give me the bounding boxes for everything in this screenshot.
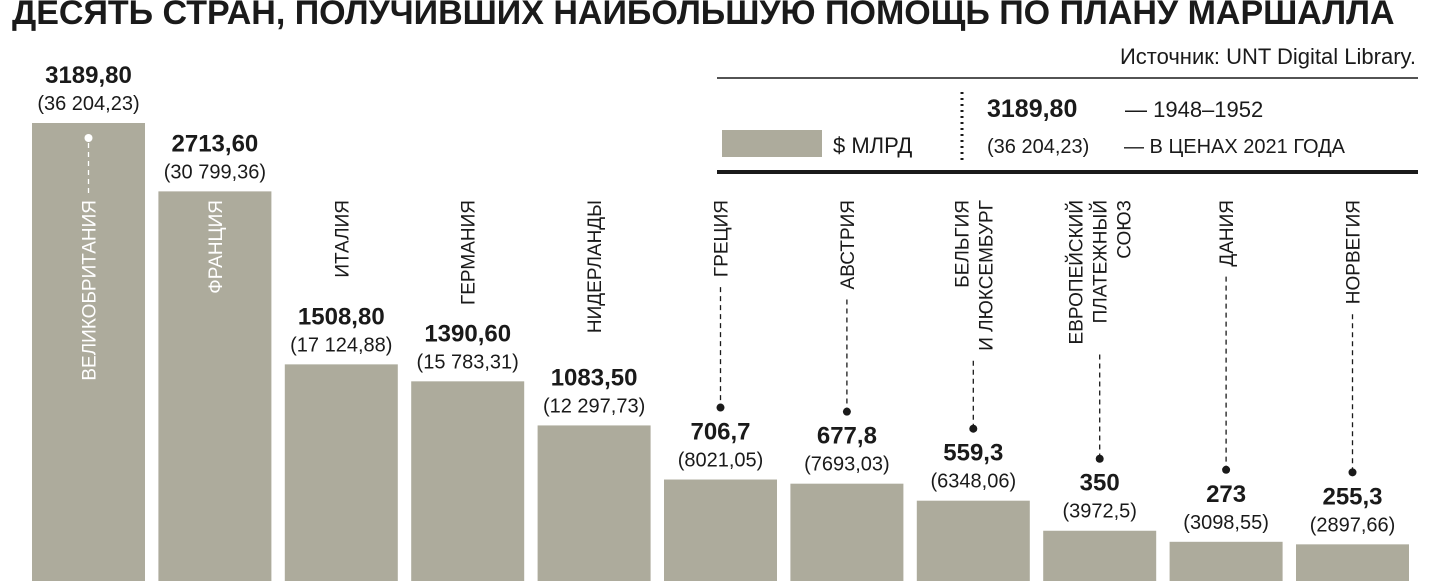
- value-label-2021: (15 783,31): [417, 351, 519, 373]
- category-label: БЕЛЬГИЯ И ЛЮКСЕМБУРГ: [952, 200, 997, 351]
- value-label-2021: (3972,5): [1062, 501, 1137, 523]
- value-label: 1508,80: [298, 303, 385, 330]
- legend-example-value: 3189,80: [987, 95, 1077, 123]
- value-label: 706,7: [690, 419, 750, 446]
- leader-dot: [716, 403, 725, 412]
- value-label: 2713,60: [172, 130, 259, 157]
- category-label: ГРЕЦИЯ: [712, 200, 733, 277]
- value-label: 1083,50: [551, 364, 638, 391]
- value-label-2021: (12 297,73): [543, 395, 645, 417]
- leader-dot: [1095, 454, 1104, 463]
- bar: [790, 483, 904, 581]
- value-label: 255,3: [1322, 483, 1382, 510]
- value-label-2021: (3098,55): [1183, 512, 1269, 534]
- source: Источник: UNT Digital Library.: [1120, 44, 1416, 69]
- leader-dot: [842, 407, 851, 416]
- category-label: НОРВЕГИЯ: [1344, 200, 1365, 304]
- bar: [411, 381, 525, 581]
- value-label: 273: [1206, 481, 1246, 508]
- legend-swatch: [722, 130, 822, 157]
- value-label-2021: (17 124,88): [290, 334, 392, 356]
- value-label: 1390,60: [424, 320, 511, 347]
- category-label: ВЕЛИКОБРИТАНИЯ: [80, 200, 101, 381]
- value-label-2021: (6348,06): [930, 471, 1016, 493]
- bar: [1169, 541, 1283, 581]
- category-label: ДАНИЯ: [1217, 200, 1238, 267]
- category-label: ИТАЛИЯ: [332, 200, 353, 278]
- bar: [158, 191, 272, 581]
- bar: [664, 479, 777, 581]
- bar: [284, 364, 398, 581]
- category-label: ЕВРОПЕЙСКИЙ ПЛАТЕЖНЫЙ СОЮЗ: [1066, 200, 1136, 344]
- value-label-2021: (8021,05): [678, 450, 764, 472]
- value-label-2021: (36 204,23): [37, 93, 139, 115]
- value-label: 677,8: [817, 423, 877, 450]
- leader-dot: [969, 424, 978, 433]
- category-label: АВСТРИЯ: [838, 200, 859, 289]
- legend-example-2021: (36 204,23): [987, 136, 1089, 158]
- chart-title: ДЕСЯТЬ СТРАН, ПОЛУЧИВШИХ НАИБОЛЬШУЮ ПОМО…: [12, 0, 1395, 32]
- bar: [32, 123, 145, 581]
- legend-example-2021-note: — В ЦЕНАХ 2021 ГОДА: [1124, 136, 1346, 158]
- value-label-2021: (2897,66): [1310, 514, 1396, 536]
- legend-example-note: — 1948–1952: [1125, 97, 1263, 122]
- value-label: 559,3: [943, 440, 1003, 467]
- bar: [916, 500, 1030, 581]
- category-label: НИДЕРЛАНДЫ: [585, 200, 606, 333]
- value-label-2021: (30 799,36): [164, 161, 266, 183]
- bar: [1043, 530, 1157, 581]
- bar: [1296, 544, 1409, 581]
- bar: [537, 425, 651, 581]
- value-label: 3189,80: [45, 62, 132, 89]
- leader-dot: [1222, 465, 1231, 474]
- value-label-2021: (7693,03): [804, 454, 890, 476]
- category-label: ГЕРМАНИЯ: [459, 200, 480, 305]
- value-label: 350: [1080, 470, 1120, 497]
- leader-dot: [1348, 468, 1357, 477]
- category-label: ФРАНЦИЯ: [206, 200, 227, 294]
- leader-dot: [84, 134, 93, 142]
- legend-unit: $ МЛРД: [833, 133, 912, 158]
